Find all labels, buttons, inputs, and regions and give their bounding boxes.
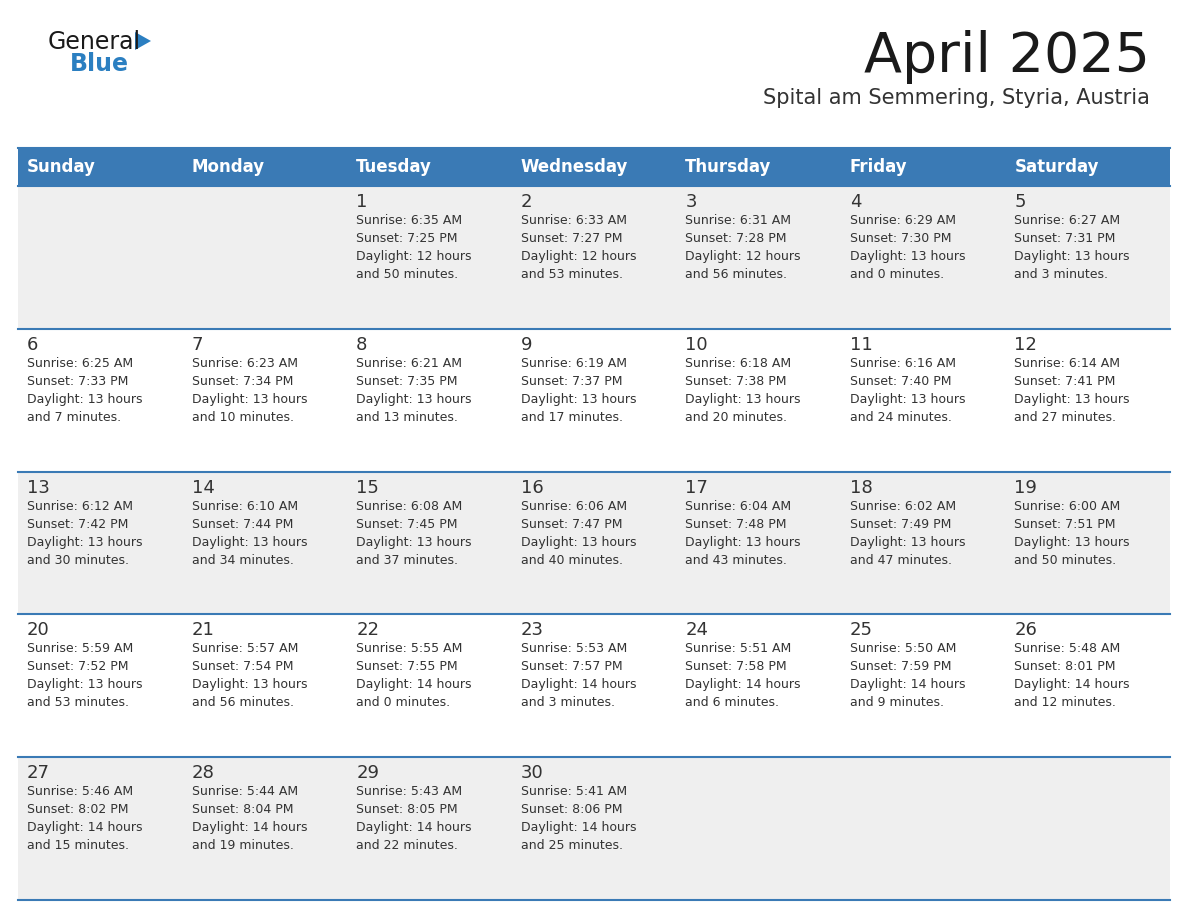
- Text: 3: 3: [685, 193, 697, 211]
- Text: 20: 20: [27, 621, 50, 640]
- Text: Sunrise: 5:51 AM
Sunset: 7:58 PM
Daylight: 14 hours
and 6 minutes.: Sunrise: 5:51 AM Sunset: 7:58 PM Dayligh…: [685, 643, 801, 710]
- Text: Sunrise: 6:00 AM
Sunset: 7:51 PM
Daylight: 13 hours
and 50 minutes.: Sunrise: 6:00 AM Sunset: 7:51 PM Dayligh…: [1015, 499, 1130, 566]
- Text: Sunrise: 5:53 AM
Sunset: 7:57 PM
Daylight: 14 hours
and 3 minutes.: Sunrise: 5:53 AM Sunset: 7:57 PM Dayligh…: [520, 643, 637, 710]
- Text: Sunrise: 5:59 AM
Sunset: 7:52 PM
Daylight: 13 hours
and 53 minutes.: Sunrise: 5:59 AM Sunset: 7:52 PM Dayligh…: [27, 643, 143, 710]
- Text: 1: 1: [356, 193, 367, 211]
- Text: 22: 22: [356, 621, 379, 640]
- Text: 17: 17: [685, 478, 708, 497]
- Text: Monday: Monday: [191, 158, 265, 176]
- Text: Sunrise: 5:57 AM
Sunset: 7:54 PM
Daylight: 13 hours
and 56 minutes.: Sunrise: 5:57 AM Sunset: 7:54 PM Dayligh…: [191, 643, 307, 710]
- Text: Sunrise: 6:19 AM
Sunset: 7:37 PM
Daylight: 13 hours
and 17 minutes.: Sunrise: 6:19 AM Sunset: 7:37 PM Dayligh…: [520, 357, 637, 424]
- Bar: [18, 757, 1170, 900]
- Text: General: General: [48, 30, 141, 54]
- Text: 16: 16: [520, 478, 543, 497]
- Text: Sunrise: 6:25 AM
Sunset: 7:33 PM
Daylight: 13 hours
and 7 minutes.: Sunrise: 6:25 AM Sunset: 7:33 PM Dayligh…: [27, 357, 143, 424]
- Text: 29: 29: [356, 764, 379, 782]
- Text: 5: 5: [1015, 193, 1026, 211]
- Text: Sunrise: 5:44 AM
Sunset: 8:04 PM
Daylight: 14 hours
and 19 minutes.: Sunrise: 5:44 AM Sunset: 8:04 PM Dayligh…: [191, 785, 307, 852]
- Text: 26: 26: [1015, 621, 1037, 640]
- Text: Saturday: Saturday: [1015, 158, 1099, 176]
- Bar: [18, 186, 1170, 329]
- Text: Sunrise: 6:04 AM
Sunset: 7:48 PM
Daylight: 13 hours
and 43 minutes.: Sunrise: 6:04 AM Sunset: 7:48 PM Dayligh…: [685, 499, 801, 566]
- Text: 13: 13: [27, 478, 50, 497]
- Text: Sunday: Sunday: [27, 158, 96, 176]
- Text: Sunrise: 5:43 AM
Sunset: 8:05 PM
Daylight: 14 hours
and 22 minutes.: Sunrise: 5:43 AM Sunset: 8:05 PM Dayligh…: [356, 785, 472, 852]
- Text: 15: 15: [356, 478, 379, 497]
- Text: Sunrise: 6:08 AM
Sunset: 7:45 PM
Daylight: 13 hours
and 37 minutes.: Sunrise: 6:08 AM Sunset: 7:45 PM Dayligh…: [356, 499, 472, 566]
- Text: 10: 10: [685, 336, 708, 353]
- Bar: [18, 329, 1170, 472]
- Text: Friday: Friday: [849, 158, 908, 176]
- Text: 6: 6: [27, 336, 38, 353]
- Text: 19: 19: [1015, 478, 1037, 497]
- Bar: [18, 472, 1170, 614]
- Text: 23: 23: [520, 621, 544, 640]
- Text: Sunrise: 6:31 AM
Sunset: 7:28 PM
Daylight: 12 hours
and 56 minutes.: Sunrise: 6:31 AM Sunset: 7:28 PM Dayligh…: [685, 214, 801, 281]
- Text: 30: 30: [520, 764, 543, 782]
- Text: Sunrise: 6:12 AM
Sunset: 7:42 PM
Daylight: 13 hours
and 30 minutes.: Sunrise: 6:12 AM Sunset: 7:42 PM Dayligh…: [27, 499, 143, 566]
- Text: Wednesday: Wednesday: [520, 158, 628, 176]
- Text: Sunrise: 5:55 AM
Sunset: 7:55 PM
Daylight: 14 hours
and 0 minutes.: Sunrise: 5:55 AM Sunset: 7:55 PM Dayligh…: [356, 643, 472, 710]
- Text: Tuesday: Tuesday: [356, 158, 432, 176]
- Text: 28: 28: [191, 764, 215, 782]
- Text: Sunrise: 6:14 AM
Sunset: 7:41 PM
Daylight: 13 hours
and 27 minutes.: Sunrise: 6:14 AM Sunset: 7:41 PM Dayligh…: [1015, 357, 1130, 424]
- Text: Sunrise: 5:50 AM
Sunset: 7:59 PM
Daylight: 14 hours
and 9 minutes.: Sunrise: 5:50 AM Sunset: 7:59 PM Dayligh…: [849, 643, 966, 710]
- Polygon shape: [135, 32, 151, 50]
- Text: 24: 24: [685, 621, 708, 640]
- Text: Sunrise: 6:18 AM
Sunset: 7:38 PM
Daylight: 13 hours
and 20 minutes.: Sunrise: 6:18 AM Sunset: 7:38 PM Dayligh…: [685, 357, 801, 424]
- Text: Spital am Semmering, Styria, Austria: Spital am Semmering, Styria, Austria: [763, 88, 1150, 108]
- Text: Sunrise: 6:10 AM
Sunset: 7:44 PM
Daylight: 13 hours
and 34 minutes.: Sunrise: 6:10 AM Sunset: 7:44 PM Dayligh…: [191, 499, 307, 566]
- Text: Sunrise: 6:21 AM
Sunset: 7:35 PM
Daylight: 13 hours
and 13 minutes.: Sunrise: 6:21 AM Sunset: 7:35 PM Dayligh…: [356, 357, 472, 424]
- Text: 25: 25: [849, 621, 873, 640]
- Text: Sunrise: 5:46 AM
Sunset: 8:02 PM
Daylight: 14 hours
and 15 minutes.: Sunrise: 5:46 AM Sunset: 8:02 PM Dayligh…: [27, 785, 143, 852]
- Text: 8: 8: [356, 336, 367, 353]
- Text: 21: 21: [191, 621, 215, 640]
- Text: 9: 9: [520, 336, 532, 353]
- Text: 27: 27: [27, 764, 50, 782]
- Bar: [18, 614, 1170, 757]
- Text: 14: 14: [191, 478, 215, 497]
- Text: Thursday: Thursday: [685, 158, 772, 176]
- Text: 11: 11: [849, 336, 873, 353]
- Text: Sunrise: 6:23 AM
Sunset: 7:34 PM
Daylight: 13 hours
and 10 minutes.: Sunrise: 6:23 AM Sunset: 7:34 PM Dayligh…: [191, 357, 307, 424]
- Text: Sunrise: 6:35 AM
Sunset: 7:25 PM
Daylight: 12 hours
and 50 minutes.: Sunrise: 6:35 AM Sunset: 7:25 PM Dayligh…: [356, 214, 472, 281]
- Text: 12: 12: [1015, 336, 1037, 353]
- Text: April 2025: April 2025: [864, 30, 1150, 84]
- Bar: [18, 148, 1170, 186]
- Text: Sunrise: 6:02 AM
Sunset: 7:49 PM
Daylight: 13 hours
and 47 minutes.: Sunrise: 6:02 AM Sunset: 7:49 PM Dayligh…: [849, 499, 966, 566]
- Text: 7: 7: [191, 336, 203, 353]
- Text: 4: 4: [849, 193, 861, 211]
- Text: Sunrise: 5:48 AM
Sunset: 8:01 PM
Daylight: 14 hours
and 12 minutes.: Sunrise: 5:48 AM Sunset: 8:01 PM Dayligh…: [1015, 643, 1130, 710]
- Text: Sunrise: 6:33 AM
Sunset: 7:27 PM
Daylight: 12 hours
and 53 minutes.: Sunrise: 6:33 AM Sunset: 7:27 PM Dayligh…: [520, 214, 637, 281]
- Text: 18: 18: [849, 478, 873, 497]
- Text: Sunrise: 5:41 AM
Sunset: 8:06 PM
Daylight: 14 hours
and 25 minutes.: Sunrise: 5:41 AM Sunset: 8:06 PM Dayligh…: [520, 785, 637, 852]
- Text: Sunrise: 6:06 AM
Sunset: 7:47 PM
Daylight: 13 hours
and 40 minutes.: Sunrise: 6:06 AM Sunset: 7:47 PM Dayligh…: [520, 499, 637, 566]
- Text: Sunrise: 6:29 AM
Sunset: 7:30 PM
Daylight: 13 hours
and 0 minutes.: Sunrise: 6:29 AM Sunset: 7:30 PM Dayligh…: [849, 214, 966, 281]
- Text: Blue: Blue: [70, 52, 129, 76]
- Text: Sunrise: 6:27 AM
Sunset: 7:31 PM
Daylight: 13 hours
and 3 minutes.: Sunrise: 6:27 AM Sunset: 7:31 PM Dayligh…: [1015, 214, 1130, 281]
- Text: Sunrise: 6:16 AM
Sunset: 7:40 PM
Daylight: 13 hours
and 24 minutes.: Sunrise: 6:16 AM Sunset: 7:40 PM Dayligh…: [849, 357, 966, 424]
- Text: 2: 2: [520, 193, 532, 211]
